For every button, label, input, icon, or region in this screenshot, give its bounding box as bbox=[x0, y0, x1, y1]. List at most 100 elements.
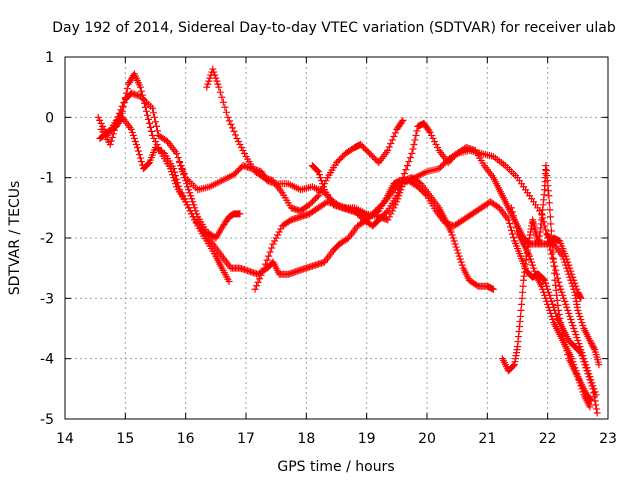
data-point bbox=[519, 288, 527, 296]
series-track-j bbox=[507, 204, 594, 411]
series-track-b bbox=[97, 70, 497, 293]
data-point bbox=[551, 276, 559, 284]
data-point bbox=[137, 158, 145, 166]
data-point bbox=[581, 361, 589, 369]
data-point bbox=[159, 149, 167, 157]
data-point bbox=[147, 127, 155, 135]
data-point bbox=[382, 208, 390, 216]
data-point bbox=[262, 260, 270, 268]
data-point bbox=[182, 177, 190, 185]
data-point bbox=[509, 233, 517, 241]
data-point bbox=[542, 294, 550, 302]
data-point bbox=[398, 118, 406, 126]
data-point bbox=[555, 278, 563, 286]
y-tick-labels: 1 0 -1 -2 -3 -4 -5 bbox=[40, 50, 54, 428]
data-point bbox=[444, 159, 452, 167]
data-point bbox=[395, 186, 403, 194]
data-point bbox=[174, 179, 182, 187]
data-point bbox=[510, 216, 518, 224]
data-point bbox=[569, 282, 577, 290]
data-point bbox=[509, 212, 517, 220]
data-point bbox=[144, 115, 152, 123]
data-point bbox=[254, 278, 262, 286]
data-point bbox=[454, 249, 462, 257]
data-point bbox=[360, 144, 368, 151]
data-point bbox=[451, 240, 459, 248]
data-point bbox=[316, 174, 324, 182]
data-point bbox=[555, 310, 563, 318]
data-point bbox=[579, 321, 587, 329]
data-point bbox=[573, 370, 581, 378]
data-point bbox=[385, 213, 393, 221]
data-point bbox=[592, 405, 600, 413]
data-point bbox=[504, 216, 512, 224]
data-point bbox=[381, 210, 389, 218]
data-point bbox=[568, 355, 576, 363]
chart-title: Day 192 of 2014, Sidereal Day-to-day VTE… bbox=[52, 20, 616, 36]
data-point bbox=[453, 246, 461, 254]
data-point bbox=[286, 217, 294, 225]
data-point bbox=[506, 223, 514, 231]
data-point bbox=[222, 108, 230, 116]
x-tick-label: 21 bbox=[478, 431, 496, 447]
data-point bbox=[367, 151, 375, 159]
x-tick-label: 15 bbox=[116, 431, 134, 447]
data-point bbox=[410, 140, 418, 148]
data-point bbox=[230, 171, 238, 179]
data-point bbox=[176, 159, 184, 167]
y-axis-label: SDTVAR / TECUs bbox=[7, 181, 23, 296]
data-point bbox=[411, 136, 419, 144]
data-point bbox=[547, 227, 555, 235]
data-point bbox=[587, 338, 595, 346]
data-point bbox=[188, 195, 196, 203]
data-point bbox=[567, 276, 575, 284]
data-point bbox=[553, 296, 561, 304]
data-point bbox=[571, 364, 579, 372]
data-point bbox=[546, 213, 554, 221]
data-point bbox=[456, 255, 464, 263]
data-point bbox=[257, 271, 265, 279]
series-track-d bbox=[176, 159, 244, 242]
data-point bbox=[277, 225, 285, 233]
data-point bbox=[221, 103, 229, 111]
data-point bbox=[177, 162, 185, 170]
data-point bbox=[233, 168, 241, 176]
data-point bbox=[425, 127, 433, 135]
data-point bbox=[206, 74, 214, 82]
data-point bbox=[317, 177, 325, 185]
data-point bbox=[565, 270, 573, 278]
data-point bbox=[387, 210, 395, 218]
data-point bbox=[567, 315, 575, 323]
data-point bbox=[575, 376, 583, 384]
data-point bbox=[176, 186, 184, 194]
data-point bbox=[588, 340, 596, 348]
data-point bbox=[526, 252, 534, 260]
data-point bbox=[570, 325, 578, 332]
data-point bbox=[590, 389, 598, 397]
data-point bbox=[589, 343, 597, 351]
data-point bbox=[585, 373, 593, 381]
data-point bbox=[434, 144, 442, 151]
data-point bbox=[152, 118, 159, 126]
data-point bbox=[452, 243, 460, 251]
data-point bbox=[318, 180, 326, 188]
data-point bbox=[528, 258, 536, 266]
data-point bbox=[122, 89, 130, 97]
data-point bbox=[517, 312, 525, 320]
data-point bbox=[149, 109, 157, 117]
data-point bbox=[560, 255, 568, 263]
data-point bbox=[527, 255, 535, 263]
data-point bbox=[185, 186, 193, 194]
data-point bbox=[586, 376, 594, 384]
data-point bbox=[586, 337, 594, 345]
data-point bbox=[191, 204, 199, 212]
data-point bbox=[458, 261, 466, 269]
data-point bbox=[129, 131, 137, 139]
data-point bbox=[408, 150, 416, 158]
data-point bbox=[153, 122, 161, 130]
data-point bbox=[557, 318, 565, 326]
data-point bbox=[432, 140, 440, 148]
data-point bbox=[512, 224, 520, 232]
data-point bbox=[94, 113, 102, 121]
